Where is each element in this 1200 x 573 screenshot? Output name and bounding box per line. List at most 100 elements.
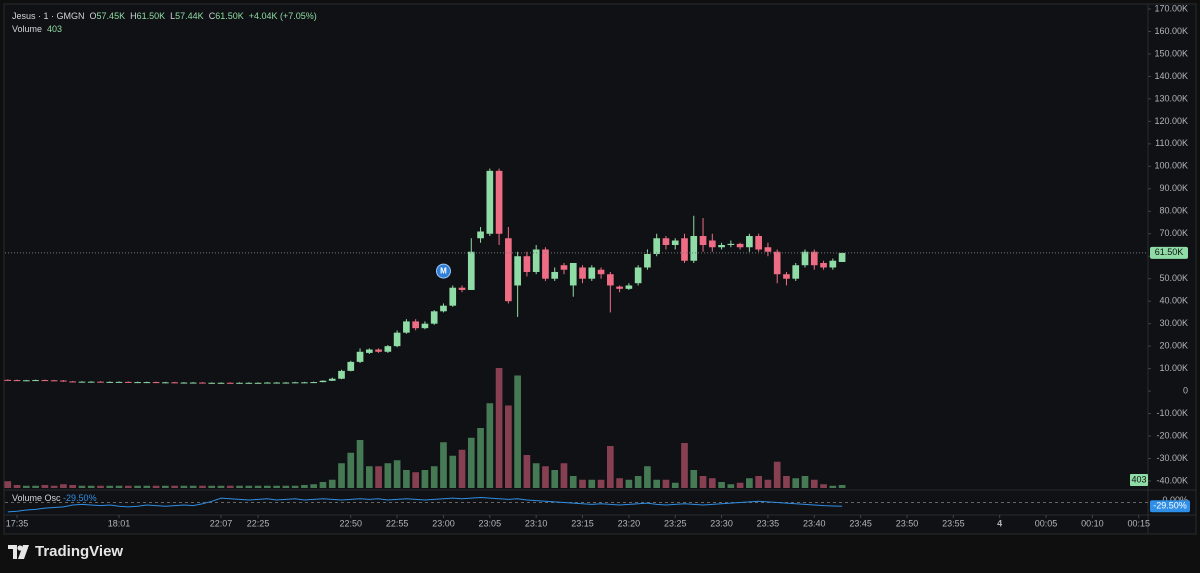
volume-bar — [162, 486, 169, 488]
volume-bar — [255, 486, 262, 488]
volume-bar — [88, 486, 95, 488]
symbol: Jesus · 1 · GMGN — [12, 11, 85, 21]
y-tick-label: -10.00K — [1156, 408, 1188, 418]
volume-bar — [486, 403, 493, 488]
x-tick-label: 23:20 — [618, 518, 641, 528]
candle-body — [236, 383, 243, 384]
candle-body — [551, 272, 558, 279]
candle-body — [829, 261, 836, 268]
candle-body — [672, 241, 679, 245]
x-tick-label: 23:00 — [432, 518, 455, 528]
logo — [8, 545, 30, 559]
candle-body — [811, 252, 818, 265]
candle-body — [440, 306, 447, 312]
volume-bar — [783, 476, 790, 488]
candle-body — [394, 333, 401, 346]
x-tick-label: 4 — [997, 518, 1002, 528]
volume-bar — [672, 483, 679, 488]
volume-bar — [97, 486, 104, 488]
volume-bar — [394, 460, 401, 488]
volume-bar — [245, 486, 252, 488]
x-tick-label: 23:30 — [710, 518, 733, 528]
candle-body — [486, 171, 493, 234]
candle-body — [255, 383, 262, 384]
volume-bar — [598, 480, 605, 488]
candle-body — [32, 380, 39, 381]
brand-name: TradingView — [35, 543, 123, 560]
volume-bar — [440, 442, 447, 488]
candle-body — [4, 380, 11, 381]
candle-body — [468, 252, 475, 290]
candle-body — [162, 382, 169, 383]
event-marker-label: M — [440, 267, 447, 276]
candle-body — [42, 380, 49, 381]
candle-body — [329, 379, 336, 381]
x-tick-label: 23:40 — [803, 518, 826, 528]
volume-bar — [681, 443, 688, 488]
candle-body — [709, 241, 716, 248]
volume-bar — [449, 456, 456, 488]
volume-bar — [79, 486, 86, 488]
value: -29.50% — [63, 493, 97, 503]
candle-body — [171, 382, 178, 383]
volume-bar — [588, 480, 595, 488]
volume-bar — [236, 486, 243, 488]
candle-body — [14, 380, 21, 381]
volume-bar — [227, 486, 234, 488]
volume-bar — [42, 485, 49, 488]
last-price-label: 61.50K — [1155, 247, 1184, 257]
volume-bar — [607, 446, 614, 488]
volume-bar — [366, 466, 373, 488]
volume-bar — [403, 470, 410, 488]
volume-bar — [116, 486, 123, 488]
volume-bar — [171, 486, 178, 488]
volume-bar — [329, 480, 336, 488]
volume-bar — [663, 480, 670, 488]
x-tick-label: 22:55 — [386, 518, 409, 528]
brand[interactable]: TradingView — [8, 543, 123, 560]
volume-bar — [514, 376, 521, 489]
candle-body — [385, 346, 392, 352]
last-volume-label: 403 — [1131, 474, 1146, 484]
page: M 170.00K160.00K150.00K140.00K130.00K120… — [0, 0, 1200, 573]
volume-bar — [737, 483, 744, 488]
volume-bar — [283, 486, 290, 488]
y-tick-label: 170.00K — [1154, 3, 1188, 13]
volume-bar — [347, 453, 354, 488]
candle-body — [320, 381, 327, 382]
volume-bar — [533, 463, 540, 488]
volume-bar — [653, 480, 660, 488]
candle-body — [579, 267, 586, 278]
volume-bar — [60, 484, 67, 488]
y-tick-label: 160.00K — [1154, 26, 1188, 36]
candle-body — [746, 236, 753, 247]
candle-body — [700, 236, 707, 245]
x-tick-label: 23:05 — [479, 518, 502, 528]
candle-body — [505, 238, 512, 301]
candle-body — [338, 371, 345, 379]
candle-body — [459, 288, 466, 290]
volume-bar — [468, 438, 475, 488]
candle-body — [607, 274, 614, 285]
candle-body — [218, 383, 225, 384]
candle-body — [134, 382, 141, 383]
x-tick-label: 23:35 — [757, 518, 780, 528]
volume-bar — [616, 478, 623, 488]
candle-body — [357, 352, 364, 362]
label: O — [90, 11, 97, 21]
volume-bar — [51, 486, 58, 488]
candle-body — [792, 265, 799, 278]
candle-body — [626, 285, 633, 288]
volume-bar — [718, 482, 725, 488]
volume-bar — [143, 486, 150, 488]
y-tick-label: 40.00K — [1159, 296, 1188, 306]
candle-body — [292, 382, 299, 383]
candle-body — [190, 383, 197, 384]
volume-bar — [181, 486, 188, 488]
candle-body — [802, 252, 809, 265]
volume-bar — [477, 428, 484, 488]
candle-body — [728, 244, 735, 245]
volume-bar — [208, 486, 215, 488]
volume-bar — [431, 466, 438, 488]
osc-last-label: -29.50% — [1153, 501, 1187, 511]
